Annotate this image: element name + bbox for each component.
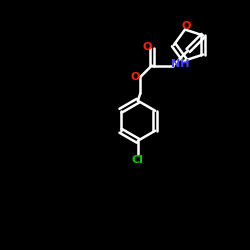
Text: Cl: Cl bbox=[132, 155, 144, 165]
Text: NH: NH bbox=[171, 59, 190, 69]
Text: O: O bbox=[182, 21, 191, 31]
Text: O: O bbox=[143, 42, 152, 52]
Text: O: O bbox=[130, 72, 140, 82]
